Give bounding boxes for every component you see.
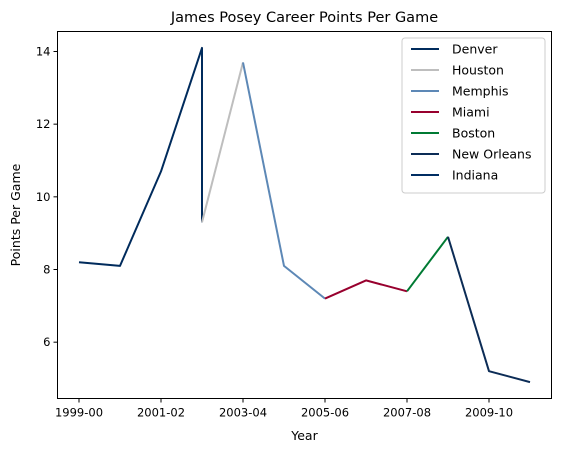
series-line-memphis xyxy=(242,62,326,300)
x-tick-label: 2009-10 xyxy=(465,406,513,420)
y-axis-label: Points Per Game xyxy=(8,163,23,266)
plot-lines xyxy=(78,46,531,384)
x-tick-label: 2003-04 xyxy=(219,406,267,420)
x-tick-label: 1999-00 xyxy=(55,406,103,420)
x-tick-label: 2001-02 xyxy=(137,406,185,420)
series-line-boston xyxy=(406,236,449,292)
legend: Denver Houston Memphis Miami Boston New Orlea… xyxy=(401,37,546,194)
y-axis-ticks: 6 8 10 12 14 xyxy=(36,44,58,349)
legend-label: Houston xyxy=(452,63,504,78)
legend-label: Miami xyxy=(452,105,490,120)
x-tick-label: 2007-08 xyxy=(383,406,431,420)
legend-label: Boston xyxy=(452,126,495,141)
series-line-miami xyxy=(324,279,408,300)
y-tick-label: 6 xyxy=(43,335,50,349)
x-axis-ticks: 1999-00 2001-02 2003-04 2005-06 2007-08 2009-… xyxy=(55,398,513,420)
x-axis-label: Year xyxy=(290,428,318,443)
x-tick-label: 2005-06 xyxy=(301,406,349,420)
legend-label: Memphis xyxy=(452,84,509,99)
y-tick-label: 14 xyxy=(36,44,51,58)
series-line-new-orleans xyxy=(447,236,531,384)
legend-label: Indiana xyxy=(452,168,498,183)
series-line-denver xyxy=(78,46,203,267)
legend-label: Denver xyxy=(452,42,498,57)
y-tick-label: 12 xyxy=(36,117,51,131)
y-tick-label: 10 xyxy=(36,190,51,204)
plot-frame xyxy=(57,31,552,399)
legend-label: New Orleans xyxy=(452,147,531,162)
series-line-houston xyxy=(201,62,244,223)
chart-title: James Posey Career Points Per Game xyxy=(170,10,438,26)
y-tick-label: 8 xyxy=(43,263,50,277)
